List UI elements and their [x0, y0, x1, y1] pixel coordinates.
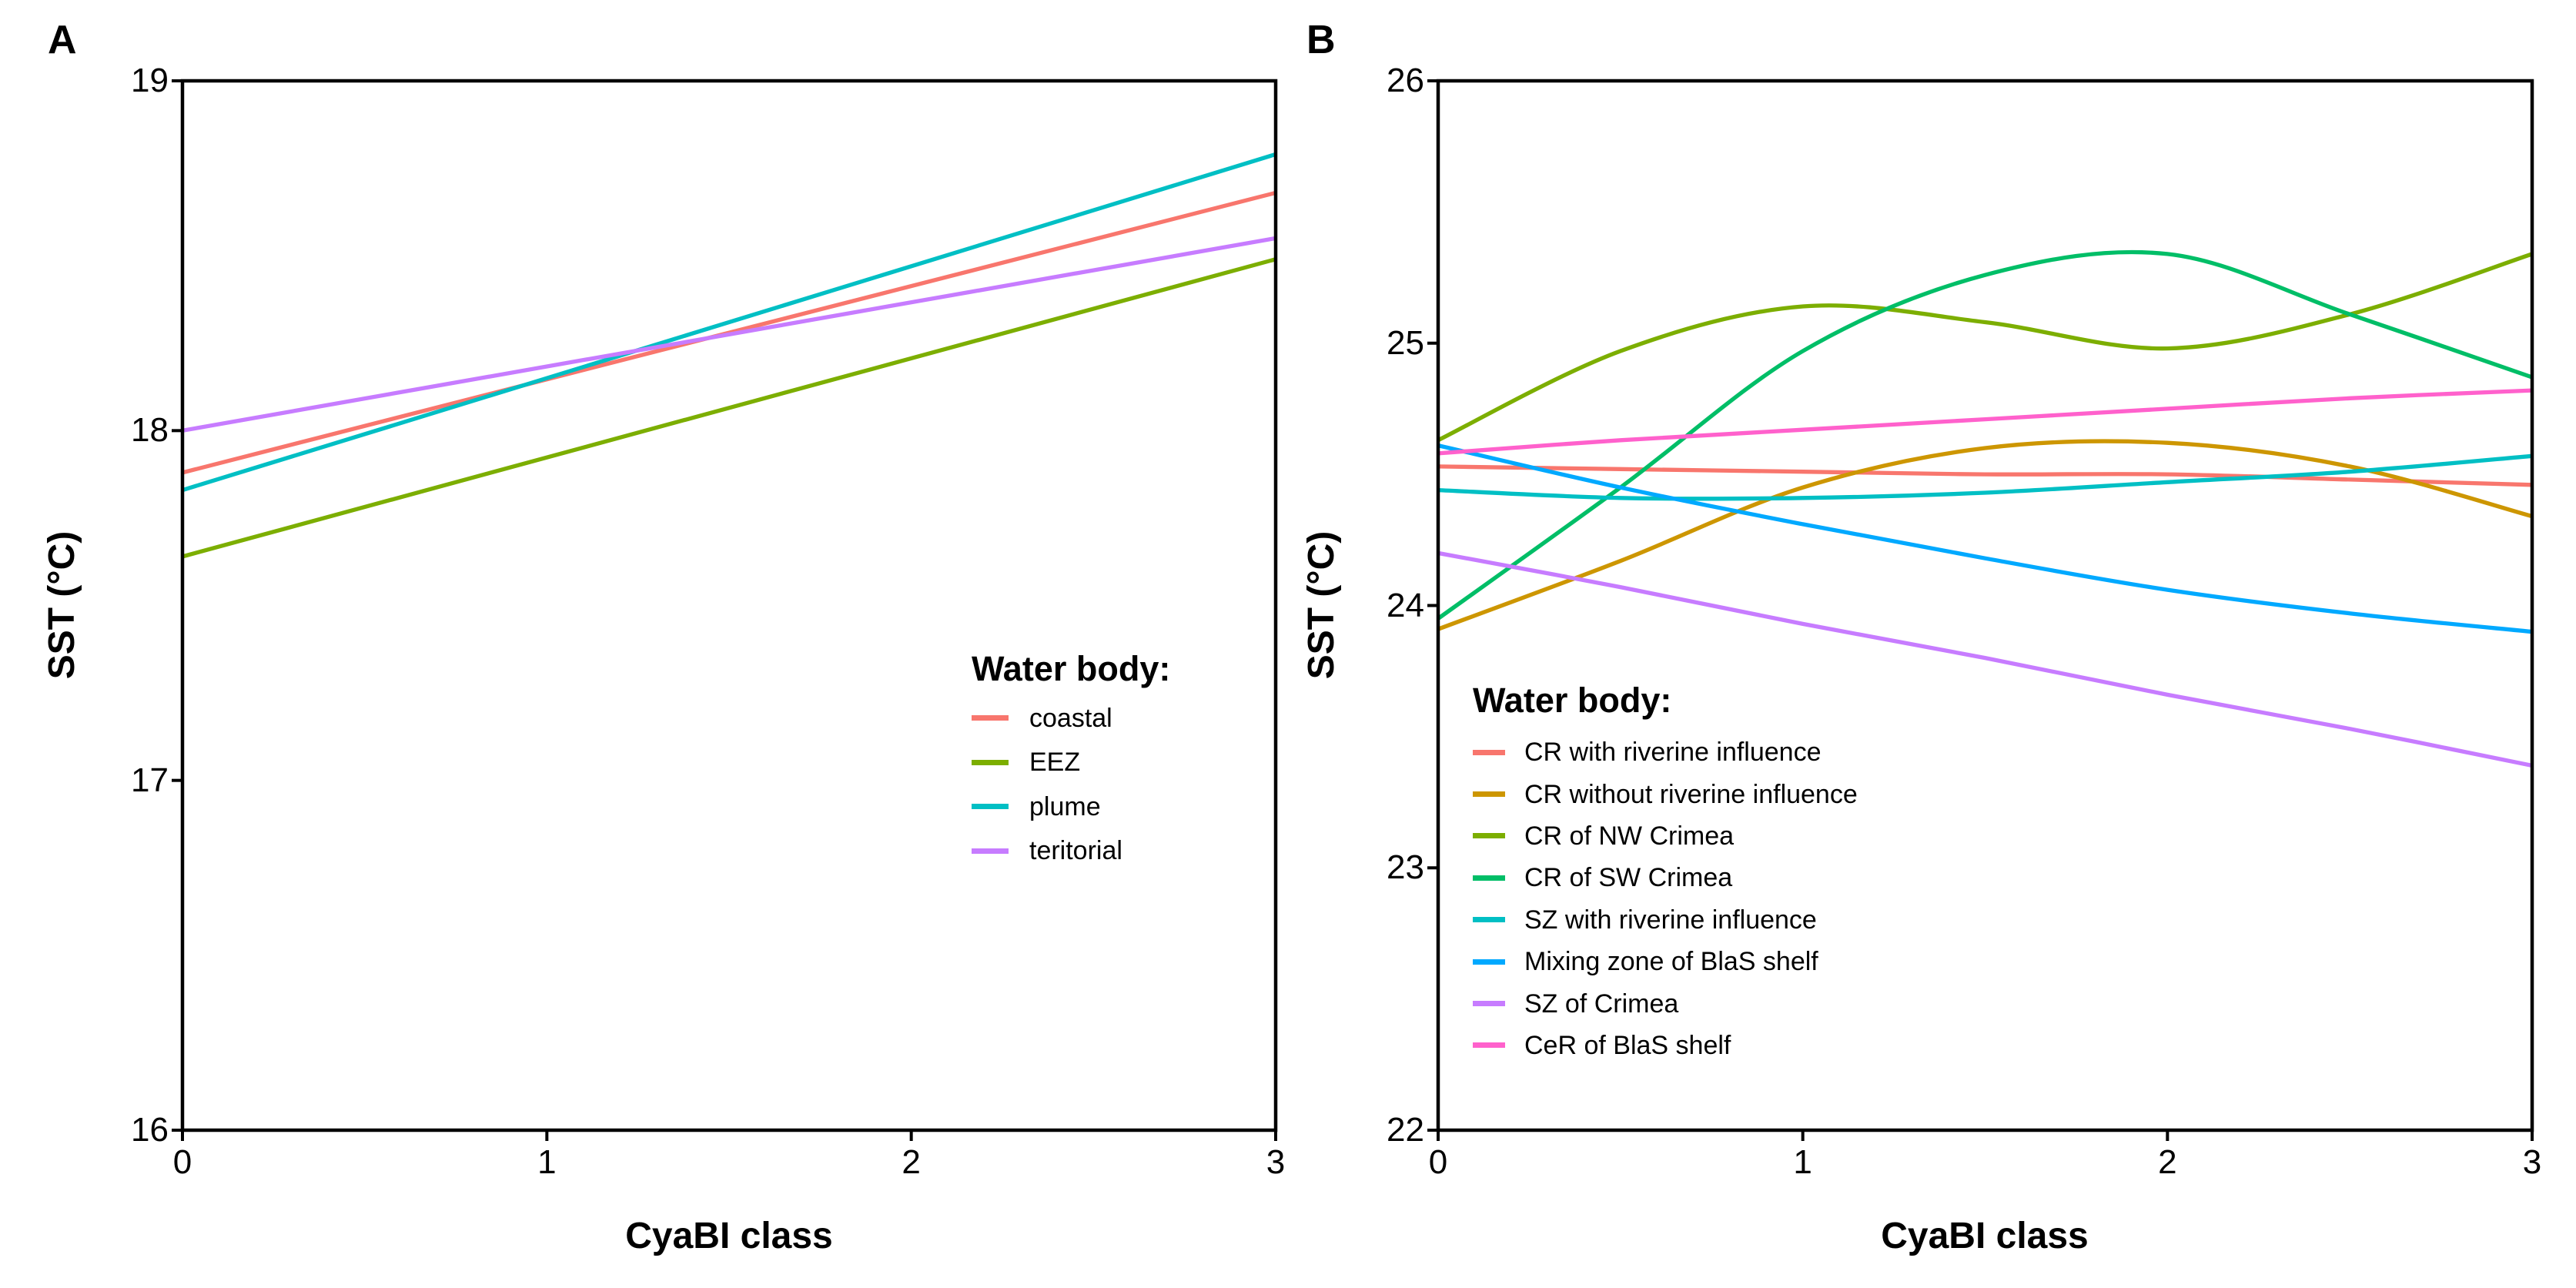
y-tick-label: 17: [131, 761, 169, 799]
legend-key-line: [1473, 749, 1505, 755]
legend-item: CR of SW Crimea: [1473, 857, 1858, 898]
y-tick-label: 24: [1387, 586, 1424, 624]
x-tick-label: 3: [1266, 1143, 1286, 1181]
y-tick-label: 22: [1387, 1111, 1424, 1149]
legend-key-line: [1473, 875, 1505, 881]
legend-item: CR without riverine influence: [1473, 773, 1858, 815]
legend-key-line: [972, 848, 1009, 854]
legend-title: Water body:: [1473, 681, 1672, 720]
legend-item: CeR of BlaS shelf: [1473, 1025, 1858, 1066]
series-line-cer-of-blas-shelf: [1438, 388, 2532, 456]
y-tick-label: 19: [131, 62, 169, 99]
panel-a-y-axis-title: SST (°C): [42, 530, 82, 680]
y-tick-label: 25: [1387, 323, 1424, 362]
legend-item-label: SZ with riverine influence: [1524, 905, 1817, 935]
y-tick-label: 18: [131, 411, 169, 450]
legend-title: Water body:: [972, 649, 1171, 688]
series-line-cr-without-riverine-influence: [1438, 439, 2532, 631]
legend-key-line: [1473, 917, 1505, 923]
legend-item-label: Mixing zone of BlaS shelf: [1524, 947, 1818, 977]
series-line-sz-of-crimea: [1438, 550, 2532, 768]
legend-item: plume: [972, 785, 1170, 829]
legend-item: EEZ: [972, 741, 1170, 785]
x-tick-label: 3: [2522, 1143, 2542, 1181]
legend-item: CR of NW Crimea: [1473, 815, 1858, 857]
legend-key-line: [972, 804, 1009, 810]
legend-key-line: [972, 715, 1009, 721]
series-line-sz-with-riverine-influence: [1438, 453, 2532, 501]
series-line-eez: [182, 257, 1276, 559]
panel-a-series: [182, 152, 1276, 559]
y-tick-label: 16: [131, 1111, 169, 1149]
x-tick-label: 0: [1428, 1143, 1448, 1181]
series-line-mixing-zone-of-blas-shelf: [1438, 443, 2532, 634]
series-line-teritorial: [182, 236, 1276, 433]
legend-key-line: [1473, 791, 1505, 798]
legend-items: coastal EEZ plume teritorial: [972, 696, 1170, 873]
legend-item: CR with riverine influence: [1473, 731, 1858, 773]
y-tick-label: 26: [1387, 62, 1424, 99]
series-line-cr-of-nw-crimea: [1438, 252, 2532, 443]
legend-key-line: [1473, 833, 1505, 839]
legend-item-label: SZ of Crimea: [1524, 989, 1679, 1019]
legend-key-line: [1473, 1042, 1505, 1049]
series-line-cr-of-sw-crimea: [1438, 249, 2532, 621]
legend-item: teritorial: [972, 829, 1170, 874]
series-line-cr-with-riverine-influence: [1438, 464, 2532, 487]
legend-item: SZ with riverine influence: [1473, 899, 1858, 941]
legend-item-label: EEZ: [1029, 748, 1081, 778]
legend-item-label: CeR of BlaS shelf: [1524, 1030, 1731, 1060]
panel-b-legend: Water body: CR with riverine influence CR…: [1473, 681, 1858, 1066]
series-line-plume: [182, 152, 1276, 493]
panel-border: [180, 79, 1278, 1132]
legend-item-label: plume: [1029, 791, 1101, 821]
panel-b-x-axis-title: CyaBI class: [1881, 1216, 2089, 1256]
legend-key-line: [972, 759, 1009, 765]
legend-key-line: [1473, 1001, 1505, 1007]
legend-items: CR with riverine influence CR without riv…: [1473, 731, 1858, 1066]
y-tick-label: 23: [1387, 848, 1424, 887]
x-tick-label: 2: [2158, 1143, 2177, 1181]
panel-b-series: [1438, 249, 2532, 768]
legend-key-line: [1473, 958, 1505, 965]
panel-a-x-axis-title: CyaBI class: [625, 1216, 833, 1256]
x-tick-label: 0: [172, 1143, 192, 1181]
legend-item: Mixing zone of BlaS shelf: [1473, 941, 1858, 982]
legend-item: coastal: [972, 696, 1170, 741]
x-tick-label: 1: [1793, 1143, 1812, 1181]
x-tick-label: 1: [537, 1143, 557, 1181]
legend-item: SZ of Crimea: [1473, 982, 1858, 1024]
panel-a-letter: A: [48, 18, 77, 62]
legend-item-label: CR of NW Crimea: [1524, 821, 1735, 851]
legend-item-label: CR with riverine influence: [1524, 738, 1822, 768]
legend-item-label: CR of SW Crimea: [1524, 863, 1733, 893]
panel-b-letter: B: [1306, 18, 1336, 62]
legend-item-label: coastal: [1029, 703, 1112, 733]
legend-item-label: CR without riverine influence: [1524, 779, 1858, 809]
x-tick-label: 2: [902, 1143, 921, 1181]
panel-a-legend: Water body: coastal EEZ plume teritorial: [972, 649, 1170, 873]
legend-item-label: teritorial: [1029, 836, 1122, 866]
